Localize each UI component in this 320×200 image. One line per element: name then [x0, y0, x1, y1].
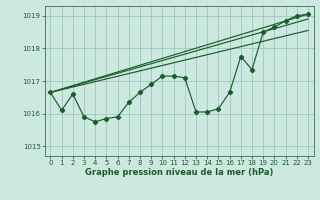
X-axis label: Graphe pression niveau de la mer (hPa): Graphe pression niveau de la mer (hPa)	[85, 168, 273, 177]
